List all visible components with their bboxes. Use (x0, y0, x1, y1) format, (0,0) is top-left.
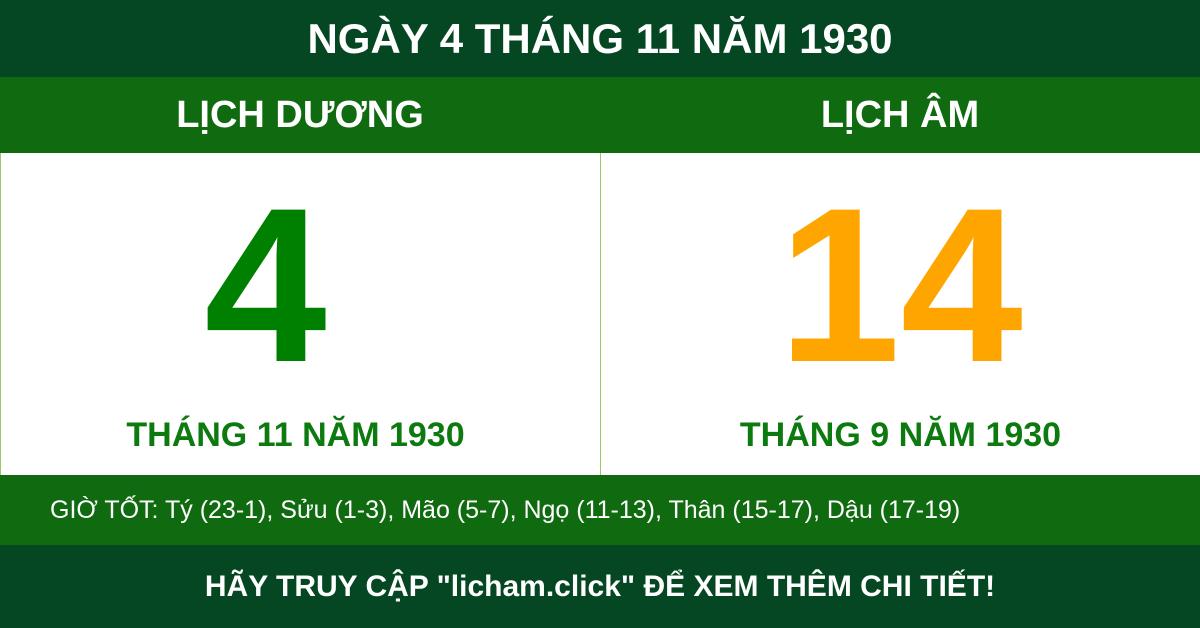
solar-month-year: THÁNG 11 NĂM 1930 (126, 416, 465, 454)
calendar-panel: 4 THÁNG 11 NĂM 1930 14 THÁNG 9 NĂM 1930 (0, 153, 1200, 475)
solar-day: 4 (204, 162, 327, 408)
lunar-month-year: THÁNG 9 NĂM 1930 (739, 416, 1062, 454)
lunar-day: 14 (778, 162, 1023, 408)
solar-column: 4 THÁNG 11 NĂM 1930 (1, 153, 600, 475)
page-title: NGÀY 4 THÁNG 11 NĂM 1930 (0, 0, 1200, 77)
calendar-headers: LỊCH DƯƠNG LỊCH ÂM (0, 77, 1200, 153)
lunar-header: LỊCH ÂM (820, 93, 980, 136)
lunar-column: 14 THÁNG 9 NĂM 1930 (600, 153, 1200, 475)
good-hours: GIỜ TỐT: Tý (23-1), Sửu (1-3), Mão (5-7)… (0, 475, 1200, 545)
footer-cta: HÃY TRUY CẬP "licham.click" ĐỂ XEM THÊM … (0, 545, 1200, 628)
solar-header: LỊCH DƯƠNG (176, 93, 424, 136)
